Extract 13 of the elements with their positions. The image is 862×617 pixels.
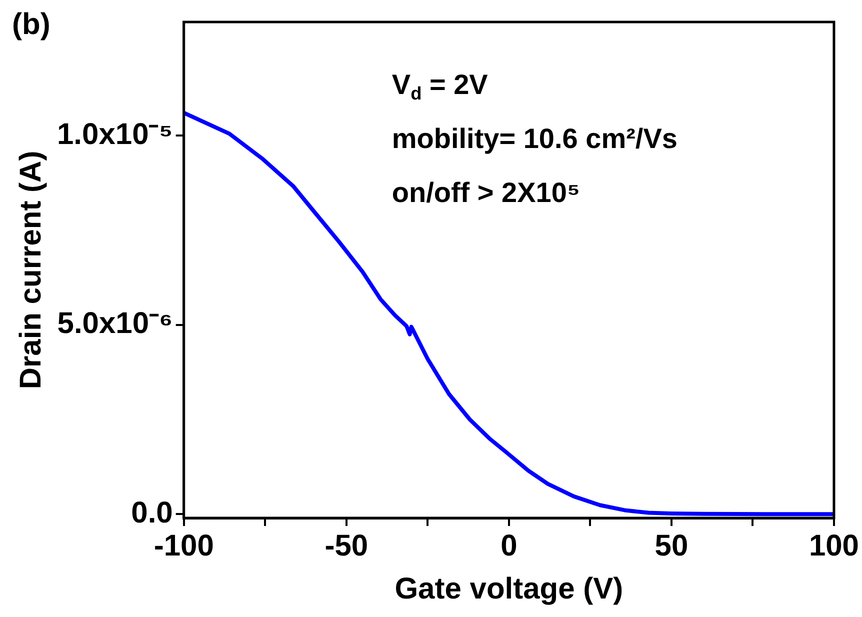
x-tick-label: 100	[808, 529, 860, 562]
x-tick-label: -100	[154, 529, 214, 562]
annotation: mobility= 10.6 cm²/Vs	[392, 123, 678, 154]
x-axis-title: Gate voltage (V)	[394, 572, 624, 606]
y-tick-label: 5.0x10⁻⁶	[57, 307, 173, 340]
y-tick-label: 1.0x10⁻⁵	[56, 118, 173, 151]
y-tick-label: 0.0	[131, 496, 173, 530]
x-tick-label: 50	[654, 529, 688, 562]
annotation: on/off > 2X10⁵	[392, 177, 580, 208]
x-tick-label: -50	[324, 529, 368, 562]
chart-title: (b)	[12, 8, 50, 42]
y-axis-title: Drain current (A)	[14, 150, 48, 390]
x-tick-label: 0	[500, 529, 518, 562]
